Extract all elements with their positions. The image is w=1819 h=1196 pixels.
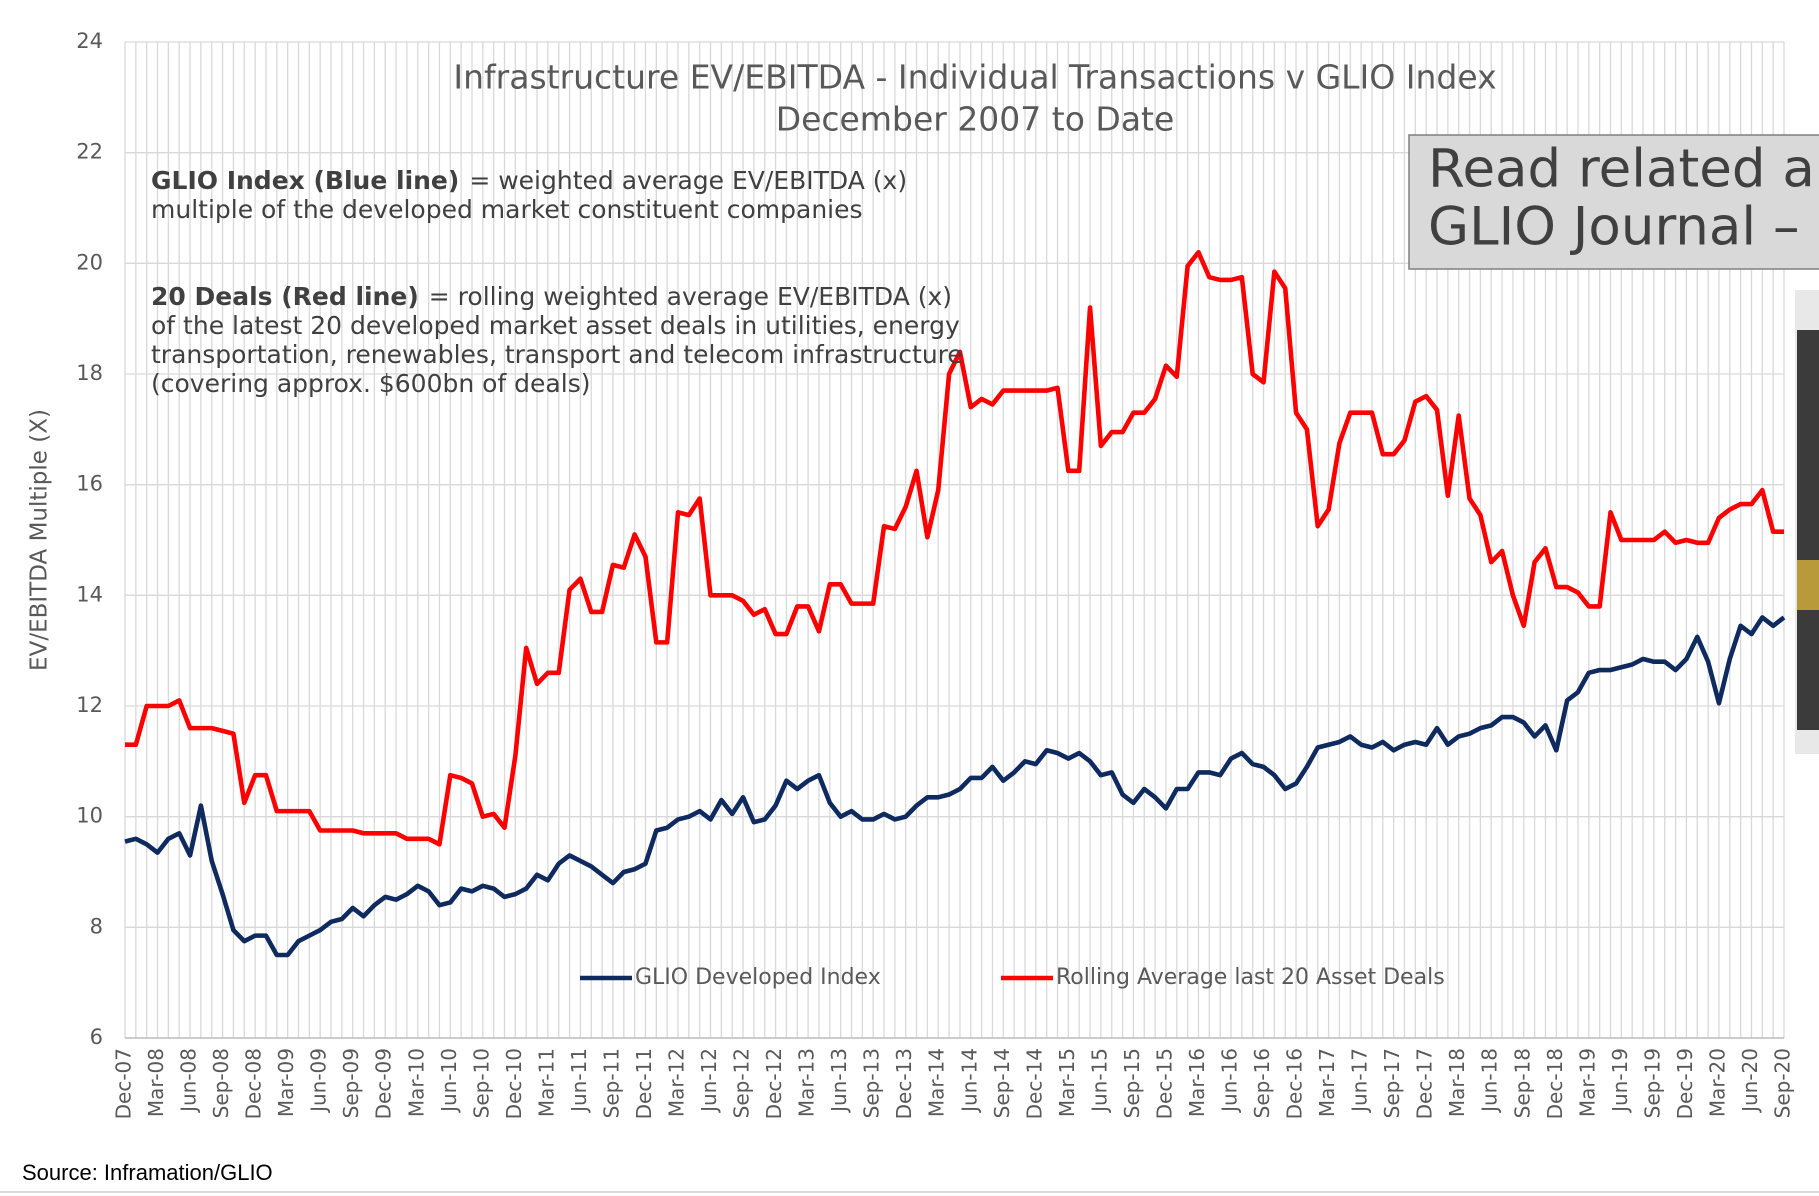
x-tick-label: Mar-12 bbox=[665, 1048, 689, 1117]
x-tick-label: Dec-17 bbox=[1413, 1048, 1437, 1119]
chart-title: December 2007 to Date bbox=[776, 100, 1175, 139]
y-tick-label: 18 bbox=[76, 361, 103, 385]
related-image-inner[interactable] bbox=[1797, 330, 1819, 730]
x-tick-label: Dec-09 bbox=[372, 1048, 396, 1119]
legend-label: Rolling Average last 20 Asset Deals bbox=[1056, 965, 1445, 990]
y-tick-label: 12 bbox=[76, 693, 103, 717]
y-tick-label: 10 bbox=[76, 804, 103, 828]
x-tick-label: Dec-08 bbox=[242, 1048, 266, 1119]
source: Source: Inframation/GLIO bbox=[22, 1160, 273, 1185]
x-tick-label: Mar-14 bbox=[925, 1048, 949, 1117]
x-tick-label: Mar-17 bbox=[1315, 1048, 1339, 1117]
x-tick-label: Jun-10 bbox=[437, 1048, 461, 1114]
series-line bbox=[125, 249, 1784, 847]
annotation: multiple of the developed market constit… bbox=[151, 195, 863, 224]
y-tick-label: 22 bbox=[76, 140, 103, 164]
x-tick-label: Dec-07 bbox=[112, 1048, 136, 1119]
x-tick-label: Jun-11 bbox=[567, 1048, 591, 1114]
related-image-detail bbox=[1797, 560, 1819, 610]
y-tick-label: 20 bbox=[76, 250, 103, 274]
x-tick-label: Dec-18 bbox=[1543, 1048, 1567, 1119]
annotation: GLIO Index (Blue line) = weighted average… bbox=[151, 166, 907, 195]
x-tick-label: Dec-12 bbox=[762, 1048, 786, 1119]
x-tick-label: Jun-13 bbox=[827, 1048, 851, 1114]
x-tick-label: Sep-11 bbox=[599, 1048, 623, 1118]
annotation: 20 Deals (Red line) = rolling weighted av… bbox=[151, 282, 952, 311]
x-tick-label: Jun-09 bbox=[307, 1048, 331, 1114]
x-tick-label: Jun-12 bbox=[697, 1048, 721, 1114]
x-tick-label: Mar-09 bbox=[274, 1048, 298, 1117]
x-tick-label: Mar-11 bbox=[534, 1048, 558, 1117]
x-tick-label: Sep-15 bbox=[1120, 1048, 1144, 1118]
x-tick-label: Dec-13 bbox=[892, 1048, 916, 1119]
x-tick-label: Mar-18 bbox=[1445, 1048, 1469, 1117]
annotation: (covering approx. $600bn of deals) bbox=[151, 369, 590, 398]
x-tick-label: Sep-14 bbox=[990, 1048, 1014, 1118]
x-tick-label: Sep-09 bbox=[339, 1048, 363, 1118]
overlay-box[interactable] bbox=[1408, 134, 1819, 270]
y-tick-label: 14 bbox=[76, 582, 103, 606]
x-tick-label: Sep-19 bbox=[1640, 1048, 1664, 1118]
x-tick-label: Jun-17 bbox=[1348, 1048, 1372, 1114]
x-tick-label: Jun-14 bbox=[957, 1048, 981, 1114]
x-tick-label: Mar-15 bbox=[1055, 1048, 1079, 1117]
x-tick-label: Dec-19 bbox=[1673, 1048, 1697, 1119]
annotation: of the latest 20 developed market asset … bbox=[151, 311, 960, 340]
x-tick-label: Dec-15 bbox=[1152, 1048, 1176, 1119]
series-line bbox=[124, 615, 1786, 958]
lines bbox=[124, 249, 1786, 958]
x-tick-label: Dec-10 bbox=[502, 1048, 526, 1119]
annotation-bold: 20 Deals (Red line) bbox=[151, 282, 419, 311]
x-tick-label: Mar-10 bbox=[404, 1048, 428, 1117]
x-tick-label: Jun-19 bbox=[1608, 1048, 1632, 1114]
x-tick-label: Sep-18 bbox=[1510, 1048, 1534, 1118]
chart-title: Infrastructure EV/EBITDA - Individual Tr… bbox=[453, 58, 1496, 97]
annotation-text: = rolling weighted average EV/EBITDA (x) bbox=[429, 282, 952, 311]
overlay-text[interactable]: GLIO Journal – bbox=[1428, 197, 1799, 258]
annotation-bold: GLIO Index (Blue line) bbox=[151, 166, 459, 195]
x-tick-label: Jun-20 bbox=[1738, 1048, 1762, 1114]
y-tick-label: 6 bbox=[90, 1025, 103, 1049]
x-tick-label: Mar-08 bbox=[144, 1048, 168, 1117]
x-tick-label: Jun-08 bbox=[177, 1048, 201, 1114]
x-tick-label: Sep-10 bbox=[469, 1048, 493, 1118]
x-tick-label: Mar-20 bbox=[1705, 1048, 1729, 1117]
x-tick-label: Mar-16 bbox=[1185, 1048, 1209, 1117]
annotation: transportation, renewables, transport an… bbox=[151, 340, 963, 369]
x-tick-label: Mar-19 bbox=[1575, 1048, 1599, 1117]
x-tick-label: Sep-17 bbox=[1380, 1048, 1404, 1118]
x-tick-label: Sep-16 bbox=[1250, 1048, 1274, 1118]
y-tick-label: 8 bbox=[90, 914, 103, 938]
x-tick-label: Jun-18 bbox=[1478, 1048, 1502, 1114]
x-tick-label: Mar-13 bbox=[795, 1048, 819, 1117]
x-tick-label: Sep-13 bbox=[860, 1048, 884, 1118]
y-tick-label: 16 bbox=[76, 472, 103, 496]
x-tick-label: Dec-11 bbox=[632, 1048, 656, 1119]
x-tick-label: Jun-15 bbox=[1087, 1048, 1111, 1114]
overlay-text[interactable]: Read related a bbox=[1428, 139, 1815, 200]
x-tick-label: Dec-16 bbox=[1283, 1048, 1307, 1119]
annotation-text: = weighted average EV/EBITDA (x) bbox=[469, 166, 907, 195]
labels: Dec-07 Mar-08 Jun-08 Sep-08 Dec-08 Mar-09 Jun-… bbox=[27, 29, 1795, 1119]
x-tick-label: Sep-12 bbox=[730, 1048, 754, 1118]
x-tick-label: Sep-20 bbox=[1771, 1048, 1795, 1118]
x-tick-label: Sep-08 bbox=[209, 1048, 233, 1118]
x-tick-label: Jun-16 bbox=[1218, 1048, 1242, 1114]
y-axis-label: EV/EBITDA Multiple (X) bbox=[27, 409, 53, 671]
y-tick-label: 24 bbox=[76, 29, 103, 53]
x-tick-label: Dec-14 bbox=[1022, 1048, 1046, 1119]
legend-label: GLIO Developed Index bbox=[635, 965, 881, 990]
